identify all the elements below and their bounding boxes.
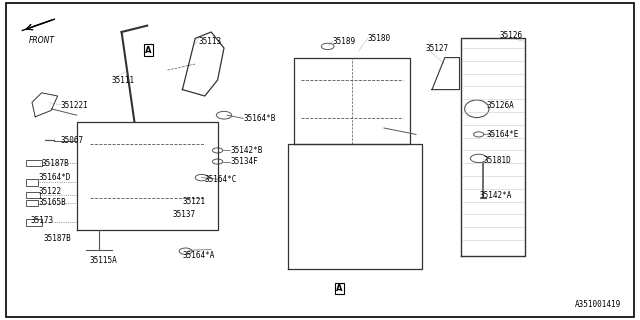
Text: 35134F: 35134F: [230, 157, 258, 166]
Text: 35164*C: 35164*C: [205, 175, 237, 184]
Bar: [26, 192, 40, 198]
Text: 35067: 35067: [61, 136, 84, 145]
Text: 35164*B: 35164*B: [243, 114, 276, 123]
Text: 35111: 35111: [112, 76, 135, 84]
Text: 35165B: 35165B: [38, 198, 66, 207]
Text: FRONT: FRONT: [29, 36, 54, 45]
Text: 35187B: 35187B: [44, 234, 71, 243]
Bar: [26, 200, 38, 206]
Text: 35113: 35113: [198, 37, 221, 46]
Text: 35180: 35180: [368, 34, 391, 43]
Text: 35181D: 35181D: [483, 156, 511, 164]
Text: 35122I: 35122I: [61, 101, 88, 110]
Bar: [26, 179, 38, 186]
Text: 35122: 35122: [38, 188, 61, 196]
Text: 35121: 35121: [182, 197, 205, 206]
Text: 35137: 35137: [173, 210, 196, 219]
Text: 35187B: 35187B: [42, 159, 69, 168]
Bar: [26, 160, 42, 166]
Text: 35164*D: 35164*D: [38, 173, 71, 182]
Text: A: A: [145, 46, 152, 55]
Text: 35115A: 35115A: [90, 256, 117, 265]
Text: A: A: [336, 284, 342, 293]
Text: 35142*A: 35142*A: [480, 191, 513, 200]
Text: A351001419: A351001419: [575, 300, 621, 309]
Text: 35126: 35126: [499, 31, 522, 40]
Text: 35164*A: 35164*A: [182, 252, 215, 260]
Text: 35127: 35127: [426, 44, 449, 52]
Text: 35142*B: 35142*B: [230, 146, 263, 155]
Bar: [26, 219, 42, 226]
Text: 35189: 35189: [333, 37, 356, 46]
Text: 35126A: 35126A: [486, 101, 514, 110]
Text: 35173: 35173: [31, 216, 54, 225]
Text: 35164*E: 35164*E: [486, 130, 519, 139]
